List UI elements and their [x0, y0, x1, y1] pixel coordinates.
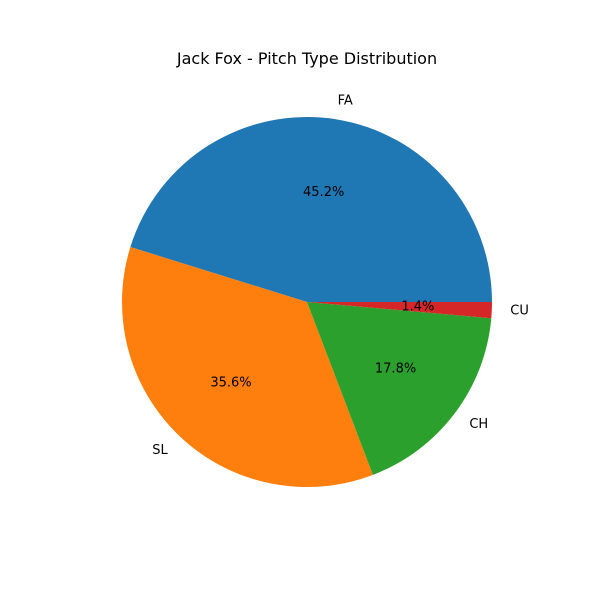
pct-label-fa: 45.2% [303, 185, 344, 200]
pie-slice-fa [130, 116, 493, 302]
slice-label-fa: FA [338, 93, 353, 108]
chart-title: Jack Fox - Pitch Type Distribution [176, 49, 437, 68]
pct-label-ch: 17.8% [375, 361, 416, 376]
pct-label-sl: 35.6% [210, 375, 251, 390]
pie-slice-ch [307, 302, 492, 475]
pie-slice-sl [121, 247, 373, 488]
slice-label-cu: CU [510, 303, 529, 318]
slice-label-sl: SL [152, 443, 168, 458]
pie-slices [121, 116, 493, 488]
slice-label-ch: CH [469, 417, 488, 432]
pie-slice-cu [307, 302, 492, 319]
pct-label-cu: 1.4% [401, 299, 434, 314]
pie-labels: FA 45.2% SL 35.6% CH 17.8% CU 1.4% [152, 93, 529, 458]
